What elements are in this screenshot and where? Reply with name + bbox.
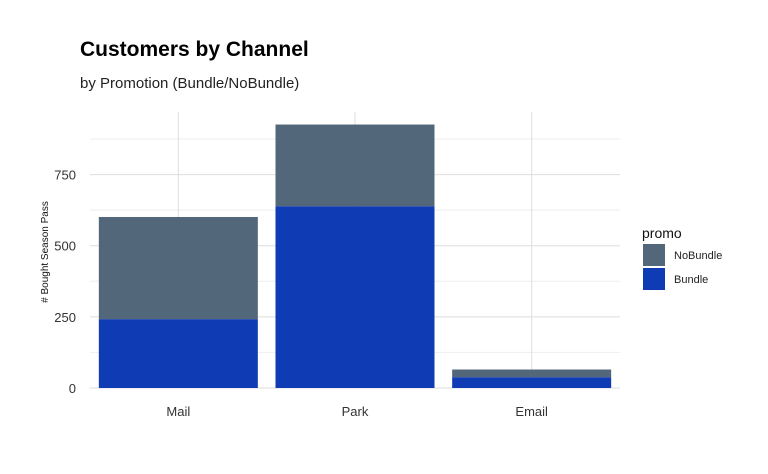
bar-mail-bundle — [98, 319, 258, 388]
chart-title: Customers by Channel — [80, 38, 309, 61]
legend: promo NoBundle Bundle — [642, 225, 722, 290]
y-tick-label: 0 — [69, 381, 76, 396]
x-axis-ticks: Mail Park Email — [166, 404, 548, 419]
plot-area: 0 250 500 750 Mail Park Email — [54, 112, 620, 419]
legend-title: promo — [642, 225, 682, 241]
y-axis-ticks: 0 250 500 750 — [54, 168, 76, 396]
y-tick-label: 500 — [54, 239, 76, 254]
legend-swatch-nobundle — [643, 244, 665, 266]
chart-subtitle: by Promotion (Bundle/NoBundle) — [80, 75, 299, 92]
bar-park-nobundle — [275, 124, 435, 207]
y-tick-label: 750 — [54, 168, 76, 183]
bars — [98, 124, 612, 388]
legend-label-bundle: Bundle — [674, 274, 708, 286]
legend-swatch-bundle — [643, 268, 665, 290]
x-tick-label: Email — [515, 404, 548, 419]
y-axis-label: # Bought Season Pass — [40, 201, 51, 303]
y-tick-label: 250 — [54, 310, 76, 325]
legend-items: NoBundle Bundle — [643, 244, 722, 290]
x-tick-label: Park — [342, 404, 369, 419]
legend-label-nobundle: NoBundle — [674, 250, 722, 262]
bar-park-bundle — [275, 206, 435, 388]
x-tick-label: Mail — [166, 404, 190, 419]
bar-email-nobundle — [452, 369, 612, 378]
bar-mail-nobundle — [98, 216, 258, 320]
bar-email-bundle — [452, 377, 612, 388]
